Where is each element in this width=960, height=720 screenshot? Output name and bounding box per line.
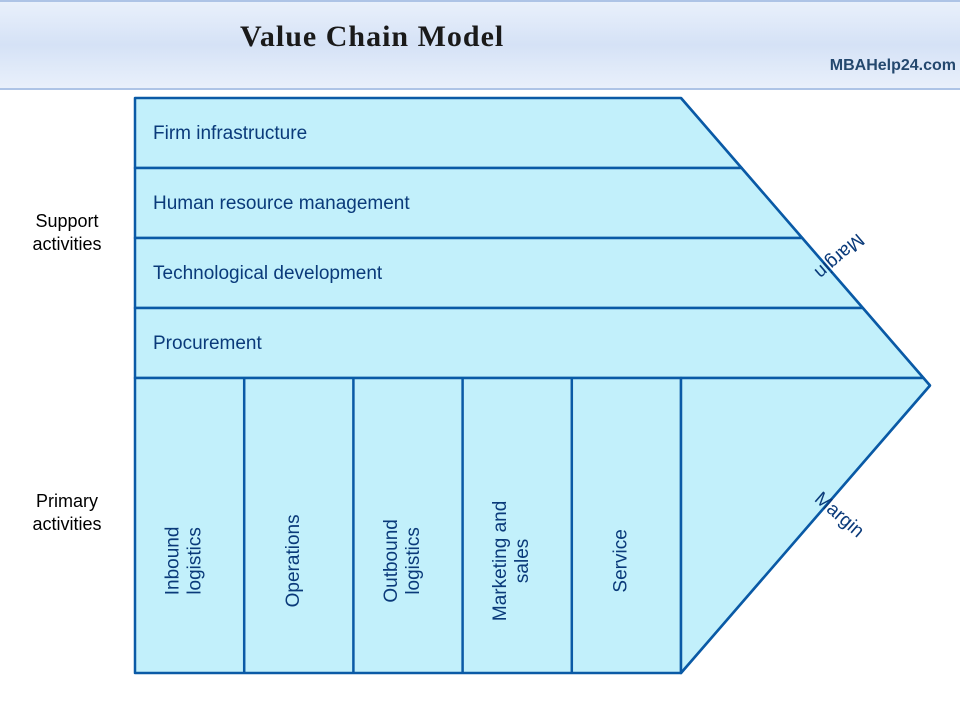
value-chain-svg: Firm infrastructure Human resource manage… [0, 90, 960, 720]
primary-rect [135, 378, 681, 673]
support-text-1: Human resource management [153, 193, 410, 214]
svg-text:Outbound: Outbound [381, 519, 402, 602]
support-text-2: Technological development [153, 263, 383, 284]
svg-text:sales: sales [512, 539, 533, 583]
primary-text-1: Operations [283, 514, 304, 607]
primary-label-line1: Primary [36, 491, 98, 511]
value-chain-diagram: Support activities Primary activities Fi… [0, 90, 960, 720]
page-title: Value Chain Model [240, 20, 504, 54]
svg-text:Operations: Operations [283, 514, 304, 607]
support-text-0: Firm infrastructure [153, 123, 307, 144]
support-activities-label: Support activities [12, 210, 122, 255]
primary-label-line2: activities [32, 514, 101, 534]
svg-text:Service: Service [610, 529, 631, 592]
primary-text-0: Inboundlogistics [163, 527, 206, 596]
primary-activities-label: Primary activities [12, 490, 122, 535]
header-bar: Value Chain Model MBAHelp24.com [0, 0, 960, 90]
svg-text:Inbound: Inbound [163, 527, 184, 596]
svg-text:logistics: logistics [185, 527, 206, 595]
support-label-line2: activities [32, 234, 101, 254]
svg-text:logistics: logistics [403, 527, 424, 595]
primary-text-4: Service [610, 529, 631, 592]
support-text-3: Procurement [153, 333, 262, 354]
primary-text-2: Outboundlogistics [381, 519, 424, 602]
watermark-text: MBAHelp24.com [830, 57, 956, 75]
support-label-line1: Support [35, 211, 98, 231]
svg-text:Marketing and: Marketing and [490, 501, 511, 621]
